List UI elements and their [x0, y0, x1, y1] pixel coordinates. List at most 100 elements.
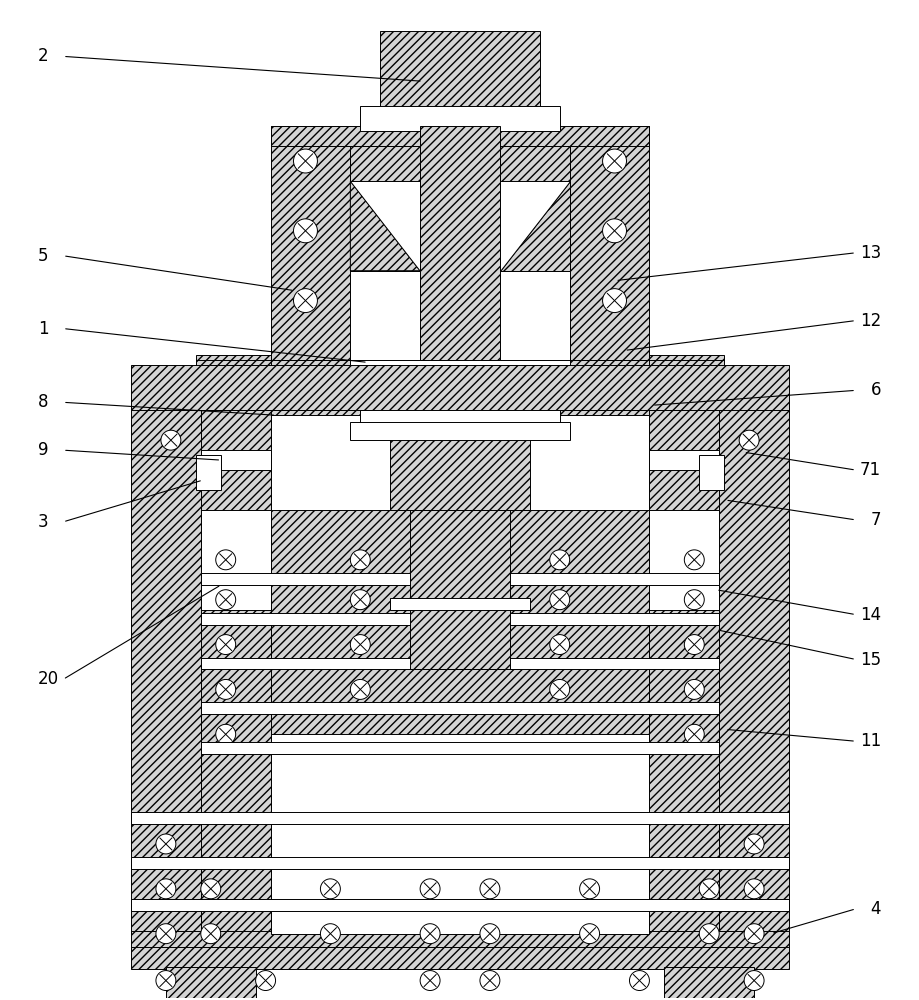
Text: 11: 11 — [859, 732, 881, 750]
Circle shape — [350, 679, 370, 699]
Bar — [650, 410, 720, 934]
Text: 15: 15 — [860, 651, 881, 669]
Bar — [196, 455, 221, 490]
Bar — [200, 702, 720, 714]
Text: 9: 9 — [38, 441, 49, 459]
Text: 2: 2 — [38, 47, 49, 65]
Text: 6: 6 — [870, 381, 881, 399]
Circle shape — [744, 834, 764, 854]
Circle shape — [293, 219, 317, 243]
Circle shape — [480, 879, 500, 899]
Circle shape — [480, 971, 500, 991]
Circle shape — [744, 924, 764, 944]
Circle shape — [550, 635, 570, 655]
Bar — [270, 415, 650, 510]
Bar — [200, 410, 270, 934]
Circle shape — [630, 971, 650, 991]
Circle shape — [480, 924, 500, 944]
Circle shape — [321, 879, 340, 899]
Circle shape — [685, 550, 704, 570]
Bar — [391, 598, 529, 610]
Circle shape — [603, 149, 627, 173]
Text: 14: 14 — [860, 606, 881, 624]
Bar — [350, 422, 570, 440]
Circle shape — [293, 289, 317, 313]
Text: 3: 3 — [38, 513, 49, 531]
Circle shape — [699, 924, 720, 944]
Bar — [200, 510, 270, 610]
Circle shape — [156, 924, 176, 944]
Circle shape — [216, 550, 235, 570]
Circle shape — [739, 430, 759, 450]
Circle shape — [156, 879, 176, 899]
Circle shape — [350, 550, 370, 570]
Circle shape — [580, 879, 599, 899]
Polygon shape — [350, 181, 420, 271]
Text: 12: 12 — [859, 312, 881, 330]
Circle shape — [685, 724, 704, 744]
Bar — [270, 410, 650, 934]
Bar — [131, 857, 789, 869]
Bar — [650, 355, 724, 410]
Circle shape — [550, 550, 570, 570]
Bar — [166, 967, 255, 998]
Circle shape — [685, 679, 704, 699]
Bar — [131, 899, 789, 911]
Bar — [410, 510, 510, 669]
Bar — [391, 410, 529, 510]
Circle shape — [161, 430, 181, 450]
Circle shape — [580, 924, 599, 944]
Circle shape — [603, 219, 627, 243]
Bar — [270, 360, 350, 410]
Circle shape — [685, 635, 704, 655]
Bar — [200, 613, 720, 625]
Circle shape — [216, 724, 235, 744]
Circle shape — [200, 924, 221, 944]
Circle shape — [420, 971, 440, 991]
Circle shape — [156, 834, 176, 854]
Bar — [360, 410, 560, 425]
Bar — [350, 271, 420, 360]
Bar — [270, 126, 650, 146]
Bar — [196, 355, 270, 410]
Text: 20: 20 — [38, 670, 59, 688]
Bar — [380, 31, 539, 111]
Circle shape — [216, 679, 235, 699]
Bar — [131, 405, 200, 934]
Circle shape — [699, 879, 720, 899]
Text: 7: 7 — [870, 511, 881, 529]
Bar — [420, 126, 500, 360]
Circle shape — [420, 879, 440, 899]
Circle shape — [744, 971, 764, 991]
Bar — [570, 126, 650, 360]
Text: 1: 1 — [38, 320, 49, 338]
Bar — [650, 450, 720, 470]
Circle shape — [255, 971, 276, 991]
Bar — [270, 734, 650, 934]
Bar — [570, 360, 650, 410]
Bar — [200, 573, 720, 585]
Bar — [699, 455, 724, 490]
Text: 5: 5 — [38, 247, 49, 265]
Circle shape — [321, 924, 340, 944]
Bar — [720, 405, 789, 934]
Circle shape — [420, 924, 440, 944]
Bar — [664, 967, 754, 998]
Circle shape — [603, 289, 627, 313]
Text: 8: 8 — [38, 393, 49, 411]
Bar — [200, 658, 720, 669]
Text: 4: 4 — [870, 900, 881, 918]
Circle shape — [550, 679, 570, 699]
Bar — [200, 742, 720, 754]
Bar — [500, 146, 570, 271]
Bar — [500, 271, 570, 360]
Circle shape — [216, 590, 235, 610]
Text: 71: 71 — [860, 461, 881, 479]
Circle shape — [216, 635, 235, 655]
Circle shape — [350, 635, 370, 655]
Circle shape — [200, 879, 221, 899]
Circle shape — [550, 590, 570, 610]
Circle shape — [156, 971, 176, 991]
Polygon shape — [500, 181, 570, 271]
Bar — [131, 947, 789, 969]
